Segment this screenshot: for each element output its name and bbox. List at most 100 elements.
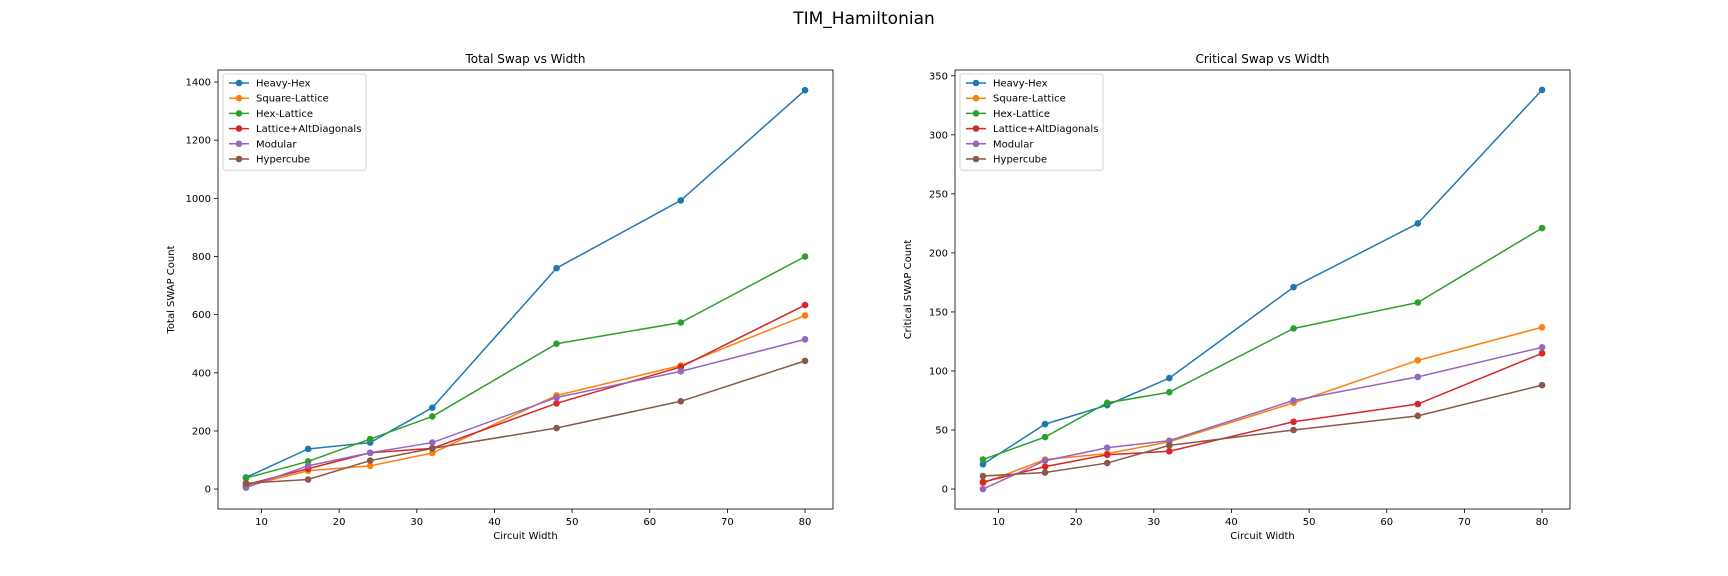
legend-box: [959, 73, 1104, 171]
data-point: [979, 478, 987, 486]
legend-marker: [972, 140, 980, 148]
y-tick-label: 0: [205, 485, 211, 496]
legend-label: Hypercube: [993, 155, 1047, 166]
data-point: [304, 445, 312, 453]
x-tick-label: 10: [255, 517, 268, 528]
chart-critical: Critical Swap vs Width 10 20 30 40 50 60 70 80 0 5…: [903, 52, 1571, 542]
legend-label: Heavy-Hex: [993, 79, 1048, 90]
legend-label: Hex-Lattice: [993, 109, 1050, 120]
data-point: [801, 312, 809, 319]
x-tick-label: 30: [410, 517, 423, 528]
y-tick-label: 100: [929, 366, 948, 377]
data-point: [1103, 399, 1111, 407]
data-point: [1166, 374, 1173, 382]
data-point: [1414, 400, 1422, 408]
legend-label: Lattice+AltDiagonals: [993, 124, 1098, 135]
legend: Heavy-Hex Square-Lattice Hex-Lattice Lattic…: [959, 73, 1104, 171]
legend-label: Square-Lattice: [256, 94, 329, 105]
data-point: [1041, 469, 1049, 476]
data-point: [1166, 447, 1173, 455]
legend-label: Square-Lattice: [993, 94, 1066, 105]
data-point: [677, 319, 685, 326]
x-tick-label: 80: [1536, 517, 1549, 528]
y-tick-label: 400: [192, 368, 211, 379]
y-tick-label: 300: [929, 130, 948, 141]
x-tick-label: 60: [643, 517, 656, 528]
legend-label: Lattice+AltDiagonals: [256, 124, 361, 135]
y-tick-label: 250: [929, 189, 948, 200]
y-tick-label: 0: [942, 485, 948, 496]
data-point: [553, 394, 560, 401]
x-tick-label: 60: [1380, 517, 1393, 528]
data-point: [979, 456, 987, 463]
data-point: [1103, 459, 1111, 467]
y-tick-label: 1200: [186, 136, 211, 147]
data-point: [801, 357, 809, 365]
data-point: [366, 435, 374, 443]
x-axis-label: Circuit Width: [1230, 531, 1294, 542]
data-point: [242, 474, 250, 482]
data-point: [366, 462, 374, 470]
data-point: [677, 197, 685, 204]
x-axis-label: Circuit Width: [493, 531, 557, 542]
legend-marker: [235, 140, 243, 148]
data-point: [304, 476, 312, 483]
legend-marker: [972, 110, 980, 117]
data-point: [1041, 433, 1049, 441]
y-tick-label: 200: [929, 248, 948, 259]
legend-marker: [972, 155, 980, 163]
data-point: [304, 462, 312, 470]
data-point: [1166, 442, 1173, 449]
x-tick-label: 20: [333, 517, 346, 528]
data-point: [1290, 325, 1297, 332]
data-point: [1041, 457, 1049, 465]
data-point: [553, 340, 560, 348]
y-axis-label: Total SWAP Count: [166, 245, 177, 334]
y-tick-label: 150: [929, 307, 948, 318]
x-tick-label: 40: [488, 517, 501, 528]
data-point: [1166, 437, 1173, 444]
legend-marker: [972, 125, 980, 132]
series-hypercube: [979, 381, 1546, 480]
data-point: [1290, 418, 1297, 426]
data-point: [1414, 299, 1422, 306]
x-tick-label: 20: [1070, 517, 1083, 528]
legend-label: Hypercube: [256, 155, 310, 166]
chart-title: Critical Swap vs Width: [1195, 52, 1329, 66]
data-point: [1103, 451, 1111, 459]
data-point: [979, 472, 987, 480]
series-hypercube: [242, 357, 809, 487]
y-tick-label: 600: [192, 310, 211, 321]
data-point: [1538, 381, 1546, 389]
x-tick-label: 70: [1458, 517, 1471, 528]
data-point: [429, 445, 436, 452]
y-tick-label: 1400: [186, 78, 211, 89]
data-point: [553, 424, 560, 432]
legend-label: Hex-Lattice: [256, 109, 313, 120]
data-point: [1290, 283, 1297, 291]
data-point: [801, 301, 809, 309]
data-point: [1414, 357, 1422, 364]
x-tick-label: 80: [799, 517, 812, 528]
x-tick-label: 10: [992, 517, 1005, 528]
y-tick-label: 350: [929, 71, 948, 82]
data-point: [1538, 344, 1546, 351]
legend-marker: [235, 110, 243, 117]
legend-marker: [972, 79, 980, 87]
data-point: [979, 460, 987, 468]
data-point: [1290, 426, 1297, 434]
data-point: [429, 413, 436, 420]
figure-title: TIM_Hamiltonian: [792, 9, 935, 29]
data-point: [801, 336, 809, 343]
y-tick-label: 50: [935, 426, 948, 437]
legend-marker: [972, 94, 980, 102]
legend-marker: [235, 125, 243, 132]
data-point: [1166, 388, 1173, 396]
x-tick-label: 70: [721, 517, 734, 528]
data-point: [1538, 224, 1546, 232]
y-tick-label: 1000: [186, 194, 211, 205]
data-point: [1103, 444, 1111, 452]
data-point: [1041, 420, 1049, 428]
data-point: [979, 485, 987, 493]
